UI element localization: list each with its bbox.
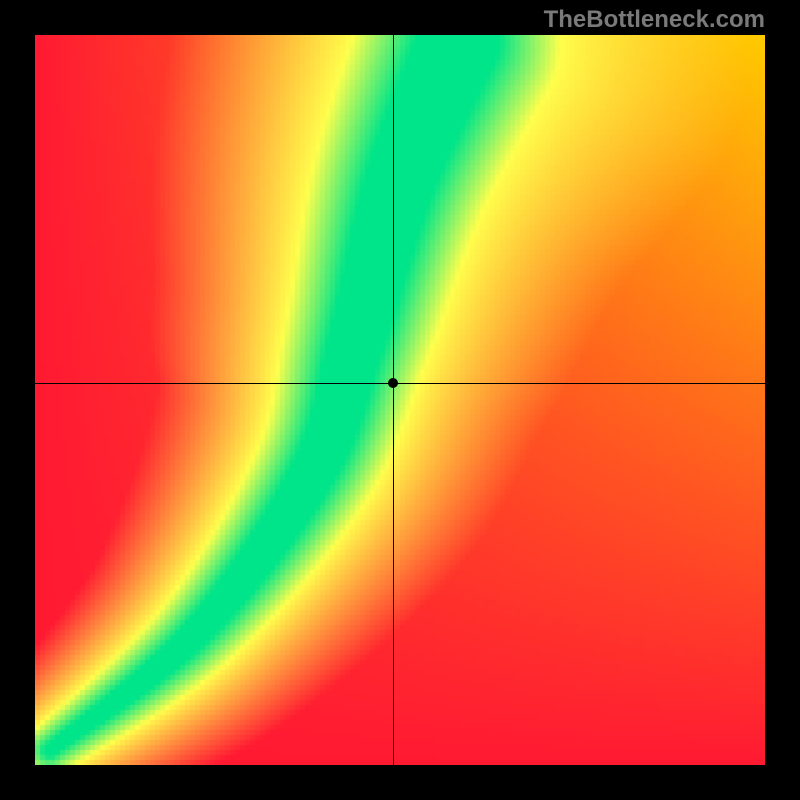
chart-container: TheBottleneck.com <box>0 0 800 800</box>
crosshair-horizontal <box>35 383 765 384</box>
heatmap-plot-area <box>35 35 765 765</box>
crosshair-marker <box>388 378 398 388</box>
heatmap-canvas <box>35 35 765 765</box>
crosshair-vertical <box>393 35 394 765</box>
watermark-text: TheBottleneck.com <box>544 6 765 34</box>
